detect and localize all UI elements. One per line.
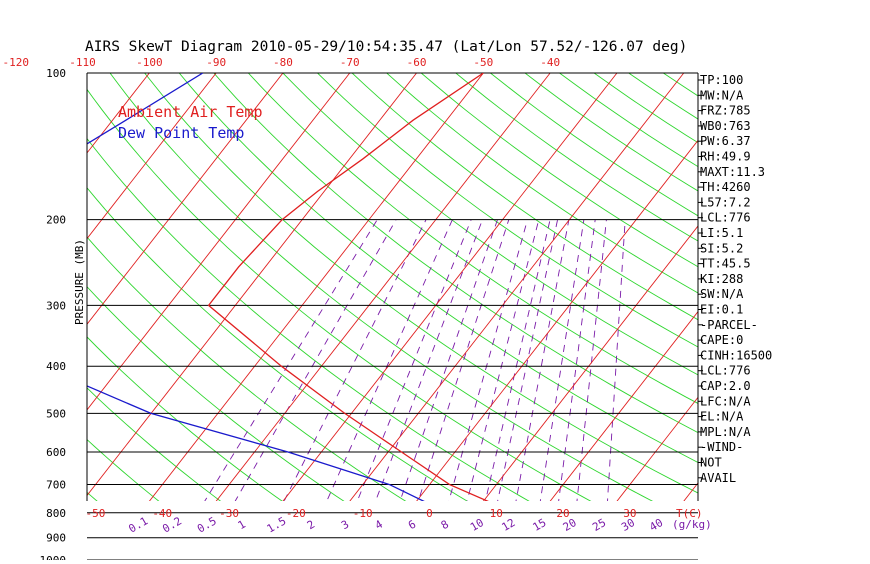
top-temp-tick: -110 (69, 56, 96, 69)
top-temp-tick: -100 (136, 56, 163, 69)
stat-item: LFC:N/A (700, 394, 751, 408)
stat-item: EI:0.1 (700, 303, 743, 317)
stat-item: WB0:763 (700, 119, 751, 133)
stat-item: EL:N/A (700, 410, 744, 424)
top-temp-tick: -90 (206, 56, 226, 69)
pressure-tick-label: 900 (46, 532, 66, 545)
bottom-temp-tick: -30 (219, 507, 239, 520)
stat-item: -WIND- (700, 440, 743, 454)
legend-ambient-air-temp: Ambient Air Temp (118, 103, 263, 121)
top-temp-tick: -120 (3, 56, 30, 69)
stat-item: SW:N/A (700, 287, 744, 301)
pressure-tick-label: 300 (46, 299, 66, 312)
pressure-tick-label: 100 (46, 67, 66, 80)
mixing-ratio-unit: (g/kg) (672, 518, 712, 531)
stat-item: CAP:2.0 (700, 379, 751, 393)
stat-item: TH:4260 (700, 180, 751, 194)
bottom-temp-tick: 0 (426, 507, 433, 520)
top-temp-tick: -60 (407, 56, 427, 69)
stat-item: MAXT:11.3 (700, 165, 765, 179)
stat-item: KI:288 (700, 272, 743, 286)
top-temp-tick: -70 (340, 56, 360, 69)
pressure-tick-label: 600 (46, 446, 66, 459)
legend-dew-point-temp: Dew Point Temp (118, 124, 244, 142)
stat-item: NOT (700, 456, 722, 470)
stat-item: CAPE:0 (700, 333, 743, 347)
bottom-temp-tick: -20 (286, 507, 306, 520)
top-temp-tick: -50 (473, 56, 493, 69)
stat-item: -PARCEL- (700, 318, 758, 332)
stat-item: RH:49.9 (700, 150, 751, 164)
chart-title: AIRS SkewT Diagram 2010-05-29/10:54:35.4… (85, 39, 687, 55)
bottom-temp-tick: -50 (86, 507, 106, 520)
pressure-tick-label: 800 (46, 507, 66, 520)
top-temp-tick: -80 (273, 56, 293, 69)
stat-item: LCL:776 (700, 364, 751, 378)
stat-item: L57:7.2 (700, 195, 751, 209)
pressure-tick-label: 700 (46, 479, 66, 492)
stat-item: CINH:16500 (700, 348, 772, 362)
pressure-tick-label: 200 (46, 214, 66, 227)
pressure-tick-label: 1000 (40, 554, 67, 560)
stat-item: LI:5.1 (700, 226, 743, 240)
y-axis-label: PRESSURE (MB) (73, 239, 86, 325)
pressure-tick-label: 500 (46, 407, 66, 420)
bottom-temp-tick: -10 (353, 507, 373, 520)
stat-item: MPL:N/A (700, 425, 751, 439)
stat-item: PW:6.37 (700, 134, 751, 148)
stat-item: AVAIL (700, 471, 736, 485)
stat-item: MW:N/A (700, 88, 744, 102)
stat-item: SI:5.2 (700, 241, 743, 255)
bottom-temp-tick: 10 (490, 507, 503, 520)
top-temp-tick: -40 (540, 56, 560, 69)
pressure-tick-label: 400 (46, 360, 66, 373)
stat-item: TP:100 (700, 73, 743, 87)
stat-item: FRZ:785 (700, 104, 751, 118)
stat-item: TT:45.5 (700, 257, 751, 271)
stat-item: LCL:776 (700, 211, 751, 225)
